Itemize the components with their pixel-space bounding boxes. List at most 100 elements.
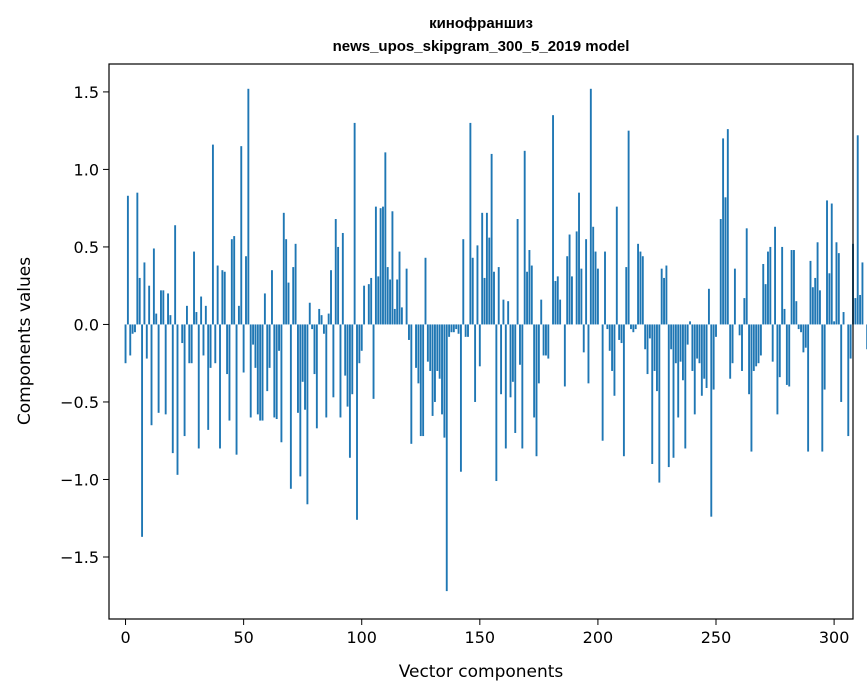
bar-289	[807, 324, 810, 452]
bar-99	[358, 324, 361, 364]
x-tick-label: 300	[819, 628, 850, 647]
bar-146	[469, 122, 472, 325]
bar-22	[176, 324, 179, 475]
bar-147	[471, 257, 474, 325]
bar-311	[859, 294, 862, 325]
bar-203	[604, 251, 606, 325]
bar-292	[814, 277, 817, 325]
bar-205	[608, 324, 611, 351]
bar-197	[589, 88, 592, 325]
bar-94	[346, 324, 349, 407]
bar-51	[245, 256, 247, 325]
bar-182	[554, 281, 557, 325]
bar-5	[136, 192, 139, 325]
bar-237	[684, 324, 687, 449]
bar-52	[247, 88, 250, 325]
bar-213	[627, 130, 630, 325]
bar-49	[240, 146, 243, 325]
bar-243	[698, 324, 701, 364]
bar-275	[774, 226, 776, 325]
bar-156	[493, 271, 495, 325]
bar-235	[679, 324, 682, 362]
bar-133	[438, 324, 441, 379]
bar-13	[155, 313, 158, 325]
bar-12	[152, 248, 155, 325]
bar-35	[207, 324, 210, 430]
bar-152	[483, 277, 486, 325]
bar-166	[516, 219, 519, 325]
bar-277	[778, 324, 781, 378]
bar-107	[377, 276, 380, 325]
bar-121	[410, 324, 413, 444]
bar-68	[285, 239, 288, 325]
bar-274	[771, 324, 774, 362]
bar-47	[235, 324, 238, 455]
bar-59	[263, 293, 266, 325]
bar-45	[230, 239, 233, 325]
bar-290	[809, 260, 812, 325]
bar-80	[313, 324, 316, 375]
bar-39	[216, 265, 219, 325]
bar-21	[174, 225, 177, 325]
x-tick-label: 0	[120, 628, 130, 647]
bar-137	[448, 324, 451, 337]
bar-101	[363, 285, 366, 325]
bar-84	[322, 324, 325, 334]
bar-53	[249, 324, 252, 418]
bar-300	[833, 321, 836, 325]
bar-163	[509, 324, 512, 398]
bar-168	[521, 324, 524, 449]
bar-226	[658, 324, 661, 483]
bar-177	[542, 324, 545, 356]
bar-253	[722, 138, 725, 325]
bar-256	[729, 324, 732, 379]
y-axis-label: Components values	[15, 257, 35, 425]
bar-212	[625, 267, 628, 325]
bar-4	[134, 324, 136, 333]
bar-162	[507, 301, 510, 325]
bar-155	[490, 153, 493, 325]
bar-220	[644, 324, 647, 350]
bar-71	[292, 267, 295, 325]
x-tick-label: 250	[701, 628, 732, 647]
bar-283	[793, 250, 795, 325]
bar-67	[282, 212, 285, 325]
bar-246	[705, 324, 708, 389]
y-tick-label: −0.5	[60, 393, 99, 412]
bar-286	[800, 324, 802, 333]
bar-105	[372, 324, 375, 399]
bar-96	[351, 324, 354, 395]
bar-173	[533, 324, 536, 418]
bar-287	[802, 324, 805, 353]
bar-16	[162, 290, 165, 325]
bar-76	[304, 324, 306, 410]
bar-232	[672, 324, 675, 458]
bar-88	[332, 324, 335, 398]
bar-29	[193, 251, 195, 325]
bar-230	[667, 324, 670, 468]
bar-266	[752, 324, 755, 371]
bar-129	[429, 324, 432, 371]
x-axis-label: Vector components	[399, 662, 564, 682]
bar-217	[637, 243, 640, 325]
bar-82	[318, 308, 321, 325]
x-tick-label: 50	[233, 628, 253, 647]
bar-138	[450, 324, 453, 333]
bar-207	[613, 324, 616, 396]
plot-frame	[108, 63, 854, 620]
bar-264	[748, 324, 751, 395]
bar-15	[160, 290, 162, 325]
y-tick-label: −1.0	[60, 470, 99, 489]
bar-281	[788, 324, 791, 387]
bar-210	[620, 324, 623, 344]
bar-92	[341, 232, 344, 325]
bar-164	[511, 324, 514, 382]
bar-69	[287, 282, 290, 325]
bar-181	[552, 115, 554, 325]
bar-1	[126, 195, 129, 325]
bar-267	[755, 324, 758, 367]
bar-179	[547, 324, 550, 359]
bar-91	[339, 324, 342, 418]
bar-227	[660, 268, 663, 325]
bar-312	[861, 262, 864, 325]
